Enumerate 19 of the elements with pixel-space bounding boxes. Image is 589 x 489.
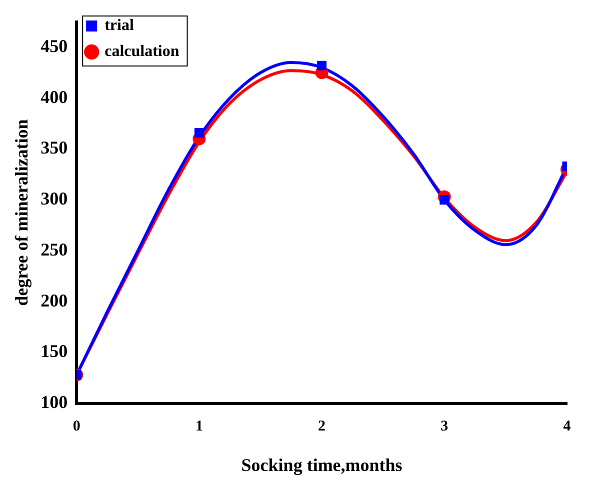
y-tick-label: 150 <box>40 341 68 362</box>
legend-label: calculation <box>104 43 180 60</box>
x-axis-title: Socking time,months <box>241 454 402 475</box>
x-tick-label: 2 <box>318 418 326 434</box>
y-axis-title: degree of mineralization <box>11 119 32 306</box>
y-tick-label: 250 <box>40 239 68 260</box>
point <box>194 128 204 138</box>
y-tick-label: 300 <box>40 188 68 209</box>
y-tick-label: 450 <box>40 36 68 56</box>
x-tick-label: 1 <box>195 418 203 434</box>
point <box>317 60 327 70</box>
y-tick-label: 100 <box>40 392 68 412</box>
y-tick-label: 350 <box>40 138 68 158</box>
x-tick-label: 4 <box>563 418 572 434</box>
y-tick-label: 400 <box>40 86 68 107</box>
x-tick-label: 3 <box>440 418 448 434</box>
x-tick-label: 0 <box>72 418 80 434</box>
legend-label: trial <box>104 17 134 34</box>
y-tick-label: 200 <box>40 290 68 310</box>
